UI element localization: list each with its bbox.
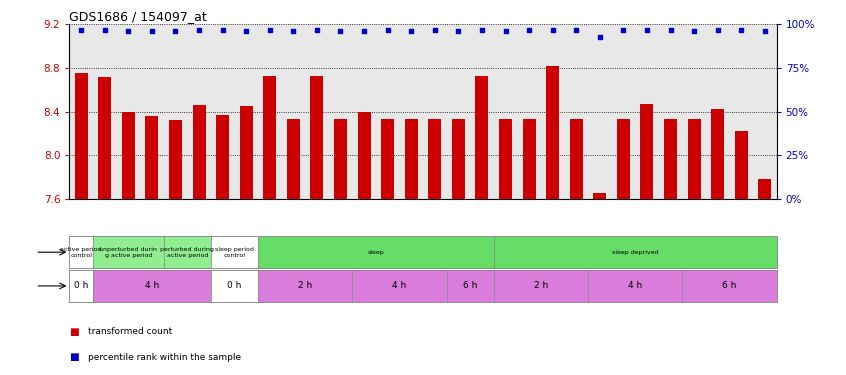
Point bbox=[569, 27, 583, 33]
Point bbox=[499, 28, 513, 34]
Bar bbox=[69, 236, 93, 268]
Bar bbox=[146, 116, 158, 199]
Bar bbox=[569, 119, 583, 199]
Point bbox=[428, 27, 442, 33]
Point bbox=[617, 27, 630, 33]
Text: sleep deprived: sleep deprived bbox=[612, 250, 658, 255]
Bar bbox=[193, 105, 206, 199]
Bar bbox=[211, 236, 258, 268]
Text: ■: ■ bbox=[69, 327, 80, 337]
Bar bbox=[93, 236, 163, 268]
Point bbox=[239, 28, 253, 34]
Bar bbox=[93, 270, 211, 302]
Bar bbox=[735, 131, 748, 199]
Bar bbox=[617, 119, 630, 199]
Bar bbox=[494, 270, 588, 302]
Text: 2 h: 2 h bbox=[298, 281, 312, 290]
Bar bbox=[382, 119, 394, 199]
Point bbox=[452, 28, 465, 34]
Bar bbox=[640, 104, 653, 199]
Bar bbox=[169, 120, 182, 199]
Bar bbox=[593, 193, 607, 199]
Bar bbox=[352, 270, 447, 302]
Point bbox=[74, 27, 88, 33]
Bar bbox=[211, 270, 258, 302]
Bar bbox=[239, 106, 253, 199]
Point bbox=[146, 28, 159, 34]
Point bbox=[192, 27, 206, 33]
Point bbox=[711, 27, 724, 33]
Bar bbox=[475, 76, 488, 199]
Point bbox=[381, 27, 394, 33]
Text: GDS1686 / 154097_at: GDS1686 / 154097_at bbox=[69, 10, 207, 23]
Text: 6 h: 6 h bbox=[463, 281, 477, 290]
Text: 2 h: 2 h bbox=[534, 281, 548, 290]
Bar bbox=[358, 111, 371, 199]
Bar bbox=[683, 270, 777, 302]
Point bbox=[640, 27, 654, 33]
Bar bbox=[523, 119, 536, 199]
Bar bbox=[588, 270, 683, 302]
Point bbox=[404, 28, 418, 34]
Bar bbox=[163, 236, 211, 268]
Point bbox=[263, 27, 277, 33]
Text: ■: ■ bbox=[69, 352, 80, 362]
Bar bbox=[263, 76, 277, 199]
Bar bbox=[447, 270, 494, 302]
Bar bbox=[499, 119, 512, 199]
Bar bbox=[664, 119, 677, 199]
Text: sleep: sleep bbox=[367, 250, 384, 255]
Point bbox=[546, 27, 559, 33]
Bar bbox=[494, 236, 777, 268]
Point bbox=[522, 27, 536, 33]
Text: 6 h: 6 h bbox=[722, 281, 737, 290]
Bar bbox=[428, 119, 442, 199]
Bar bbox=[688, 119, 700, 199]
Bar bbox=[74, 74, 88, 199]
Point bbox=[475, 27, 489, 33]
Text: active period
control: active period control bbox=[60, 247, 102, 258]
Bar bbox=[547, 66, 559, 199]
Text: 0 h: 0 h bbox=[74, 281, 88, 290]
Bar bbox=[310, 76, 323, 199]
Point bbox=[98, 27, 112, 33]
Point bbox=[664, 27, 678, 33]
Point bbox=[687, 28, 700, 34]
Text: 0 h: 0 h bbox=[228, 281, 242, 290]
Bar bbox=[258, 270, 352, 302]
Point bbox=[758, 28, 772, 34]
Point bbox=[734, 27, 748, 33]
Point bbox=[216, 27, 229, 33]
Bar bbox=[98, 76, 111, 199]
Bar bbox=[758, 179, 772, 199]
Bar bbox=[452, 119, 464, 199]
Text: 4 h: 4 h bbox=[628, 281, 642, 290]
Bar bbox=[69, 270, 93, 302]
Bar bbox=[287, 119, 299, 199]
Text: percentile rank within the sample: percentile rank within the sample bbox=[88, 352, 241, 362]
Text: 4 h: 4 h bbox=[145, 281, 159, 290]
Text: sleep period
control: sleep period control bbox=[215, 247, 254, 258]
Text: transformed count: transformed count bbox=[88, 327, 173, 336]
Text: 4 h: 4 h bbox=[393, 281, 407, 290]
Point bbox=[168, 28, 182, 34]
Bar bbox=[404, 119, 418, 199]
Point bbox=[593, 34, 607, 40]
Bar bbox=[122, 111, 135, 199]
Bar bbox=[216, 115, 229, 199]
Point bbox=[357, 28, 371, 34]
Point bbox=[122, 28, 135, 34]
Bar bbox=[334, 119, 347, 199]
Bar bbox=[258, 236, 494, 268]
Point bbox=[287, 28, 300, 34]
Text: perturbed during
active period: perturbed during active period bbox=[160, 247, 214, 258]
Bar bbox=[711, 110, 724, 199]
Text: unperturbed durin
g active period: unperturbed durin g active period bbox=[99, 247, 157, 258]
Point bbox=[333, 28, 347, 34]
Point bbox=[310, 27, 324, 33]
